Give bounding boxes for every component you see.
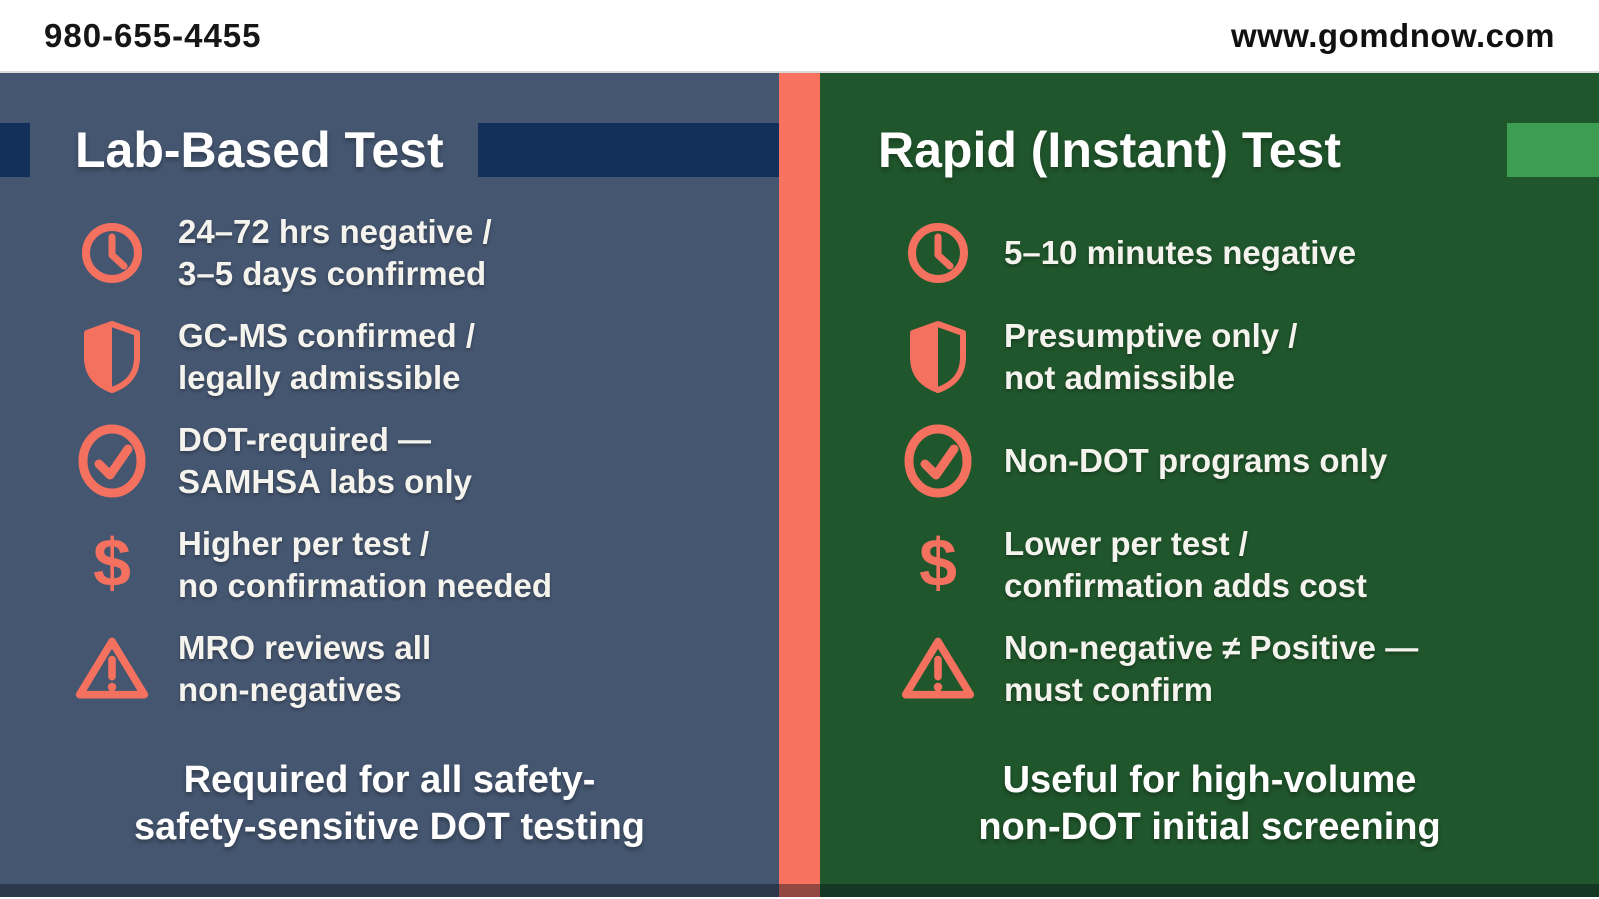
rapid-test-panel: Rapid (Instant) Test 5–10 minutes negati…: [820, 73, 1599, 897]
list-item: 24–72 hrs negative / 3–5 days confirmed: [0, 201, 779, 305]
warning-icon: [74, 625, 150, 713]
dollar-icon: $: [93, 525, 131, 601]
list-item: $ Higher per test / no confirmation need…: [0, 513, 779, 617]
navy-accent-bar: [477, 123, 779, 177]
list-item: MRO reviews all non-negatives: [0, 617, 779, 721]
item-text: Presumptive only / not admissible: [1004, 317, 1298, 396]
shield-icon: [74, 313, 150, 401]
item-text: DOT-required — SAMHSA labs only: [178, 421, 472, 500]
coral-divider-bar: [779, 73, 820, 897]
warning-icon: [900, 625, 976, 713]
item-text: MRO reviews all non-negatives: [178, 629, 432, 708]
item-text: 5–10 minutes negative: [1004, 234, 1357, 271]
green-accent-bar: [1507, 123, 1599, 177]
lab-panel-title: Lab-Based Test: [75, 122, 444, 178]
lab-based-test-panel: Lab-Based Test 24–72 hrs negative / 3–5 …: [0, 73, 779, 897]
item-text: Non-negative ≠ Positive — must confirm: [1004, 629, 1419, 708]
phone-number: 980-655-4455: [44, 16, 262, 54]
list-item: 5–10 minutes negative: [820, 201, 1599, 305]
clock-icon: [900, 209, 976, 297]
rapid-title-band: Rapid (Instant) Test: [820, 122, 1599, 178]
website-url: www.gomdnow.com: [1230, 16, 1555, 54]
list-item: DOT-required — SAMHSA labs only: [0, 409, 779, 513]
comparison-body: Lab-Based Test 24–72 hrs negative / 3–5 …: [0, 73, 1599, 897]
clock-icon: [74, 209, 150, 297]
list-item: Non-negative ≠ Positive — must confirm: [820, 617, 1599, 721]
list-item: $ Lower per test / confirmation adds cos…: [820, 513, 1599, 617]
item-text: Higher per test / no confirmation needed: [178, 525, 553, 604]
list-item: Presumptive only / not admissible: [820, 305, 1599, 409]
shield-icon: [900, 313, 976, 401]
item-text: Non-DOT programs only: [1004, 442, 1388, 479]
list-item: GC-MS confirmed / legally admissible: [0, 305, 779, 409]
lab-item-list: 24–72 hrs negative / 3–5 days confirmed …: [0, 201, 779, 721]
item-text: GC-MS confirmed / legally admissible: [178, 317, 476, 396]
lab-title-band: Lab-Based Test: [0, 122, 779, 178]
lab-panel-footer: Required for all safety- safety-sensitiv…: [133, 759, 646, 848]
item-text: 24–72 hrs negative / 3–5 days confirmed: [178, 213, 492, 292]
check-circle-icon: [74, 417, 150, 505]
list-item: Non-DOT programs only: [820, 409, 1599, 513]
dollar-icon: $: [919, 525, 957, 601]
rapid-item-list: 5–10 minutes negative Presumptive only /…: [820, 201, 1599, 721]
rapid-panel-footer: Useful for high-volume non-DOT initial s…: [978, 759, 1441, 848]
top-header-bar: 980-655-4455 www.gomdnow.com: [0, 0, 1599, 73]
navy-accent-block: [0, 123, 30, 177]
check-circle-icon: [900, 417, 976, 505]
item-text: Lower per test / confirmation adds cost: [1004, 525, 1368, 604]
rapid-panel-title: Rapid (Instant) Test: [878, 122, 1341, 178]
